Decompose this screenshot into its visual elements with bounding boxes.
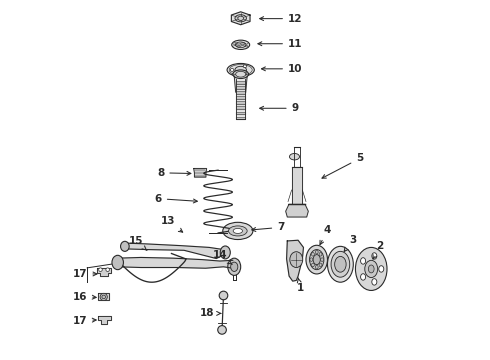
Ellipse shape bbox=[100, 293, 107, 301]
Ellipse shape bbox=[312, 263, 315, 267]
Ellipse shape bbox=[219, 291, 228, 300]
Polygon shape bbox=[236, 117, 245, 119]
Polygon shape bbox=[236, 107, 245, 109]
Polygon shape bbox=[236, 102, 245, 104]
Polygon shape bbox=[236, 104, 245, 107]
Text: 7: 7 bbox=[252, 222, 285, 232]
Polygon shape bbox=[236, 79, 245, 81]
Polygon shape bbox=[236, 114, 245, 117]
Ellipse shape bbox=[315, 250, 318, 254]
Ellipse shape bbox=[243, 72, 247, 75]
Text: 13: 13 bbox=[161, 216, 183, 232]
Ellipse shape bbox=[223, 222, 253, 239]
Text: 18: 18 bbox=[200, 309, 220, 318]
Ellipse shape bbox=[368, 265, 374, 273]
Polygon shape bbox=[292, 167, 302, 204]
Text: 17: 17 bbox=[73, 269, 97, 279]
Ellipse shape bbox=[235, 42, 246, 48]
Text: 9: 9 bbox=[260, 103, 299, 113]
Polygon shape bbox=[236, 112, 245, 114]
Polygon shape bbox=[236, 99, 245, 102]
Polygon shape bbox=[125, 243, 223, 258]
Ellipse shape bbox=[319, 263, 322, 267]
Text: 1: 1 bbox=[297, 278, 304, 293]
Ellipse shape bbox=[236, 71, 245, 77]
Ellipse shape bbox=[365, 260, 378, 278]
Ellipse shape bbox=[233, 228, 243, 233]
Ellipse shape bbox=[290, 153, 299, 160]
Polygon shape bbox=[236, 109, 245, 112]
Polygon shape bbox=[236, 96, 245, 99]
Ellipse shape bbox=[121, 241, 129, 251]
Polygon shape bbox=[98, 293, 109, 301]
Polygon shape bbox=[234, 76, 247, 92]
Ellipse shape bbox=[231, 262, 238, 271]
Text: 6: 6 bbox=[154, 194, 197, 204]
Ellipse shape bbox=[319, 252, 322, 256]
Ellipse shape bbox=[379, 266, 384, 272]
Ellipse shape bbox=[218, 325, 226, 334]
Polygon shape bbox=[287, 240, 303, 281]
Polygon shape bbox=[98, 316, 111, 324]
Ellipse shape bbox=[98, 268, 102, 271]
Ellipse shape bbox=[313, 255, 320, 265]
Ellipse shape bbox=[243, 65, 247, 68]
Text: 2: 2 bbox=[373, 241, 383, 259]
Ellipse shape bbox=[227, 63, 254, 76]
Ellipse shape bbox=[361, 258, 366, 264]
Text: 3: 3 bbox=[344, 235, 356, 251]
Text: 4: 4 bbox=[320, 225, 331, 245]
Text: 16: 16 bbox=[73, 292, 96, 302]
Ellipse shape bbox=[230, 68, 234, 71]
Polygon shape bbox=[231, 12, 250, 25]
Polygon shape bbox=[286, 204, 308, 217]
Polygon shape bbox=[194, 168, 207, 177]
Ellipse shape bbox=[312, 252, 315, 256]
Ellipse shape bbox=[327, 246, 353, 282]
Polygon shape bbox=[236, 89, 245, 91]
Ellipse shape bbox=[290, 252, 303, 267]
Text: 15: 15 bbox=[128, 236, 147, 251]
Ellipse shape bbox=[235, 15, 246, 22]
Text: 12: 12 bbox=[260, 14, 302, 24]
Ellipse shape bbox=[331, 251, 350, 277]
Ellipse shape bbox=[315, 265, 318, 269]
Ellipse shape bbox=[320, 258, 323, 261]
Ellipse shape bbox=[220, 246, 230, 259]
Polygon shape bbox=[97, 267, 111, 276]
Text: 14: 14 bbox=[213, 250, 232, 265]
Polygon shape bbox=[236, 86, 245, 89]
Ellipse shape bbox=[228, 258, 241, 275]
Text: 5: 5 bbox=[322, 153, 364, 178]
Ellipse shape bbox=[361, 274, 366, 280]
Ellipse shape bbox=[335, 256, 346, 272]
Text: 17: 17 bbox=[73, 316, 96, 325]
Polygon shape bbox=[118, 257, 233, 268]
Ellipse shape bbox=[235, 66, 246, 73]
Ellipse shape bbox=[310, 258, 313, 261]
Polygon shape bbox=[236, 84, 245, 86]
Ellipse shape bbox=[112, 255, 123, 270]
Polygon shape bbox=[236, 91, 245, 94]
Ellipse shape bbox=[306, 245, 327, 274]
Ellipse shape bbox=[228, 226, 247, 236]
Ellipse shape bbox=[372, 253, 377, 259]
Ellipse shape bbox=[106, 268, 109, 271]
Text: 8: 8 bbox=[157, 168, 191, 178]
Ellipse shape bbox=[232, 40, 250, 49]
Ellipse shape bbox=[310, 249, 324, 270]
Ellipse shape bbox=[355, 247, 387, 291]
Polygon shape bbox=[236, 81, 245, 84]
Text: 11: 11 bbox=[258, 39, 302, 49]
Text: 10: 10 bbox=[262, 64, 302, 74]
Ellipse shape bbox=[233, 70, 248, 78]
Ellipse shape bbox=[372, 279, 377, 285]
Polygon shape bbox=[236, 94, 245, 96]
